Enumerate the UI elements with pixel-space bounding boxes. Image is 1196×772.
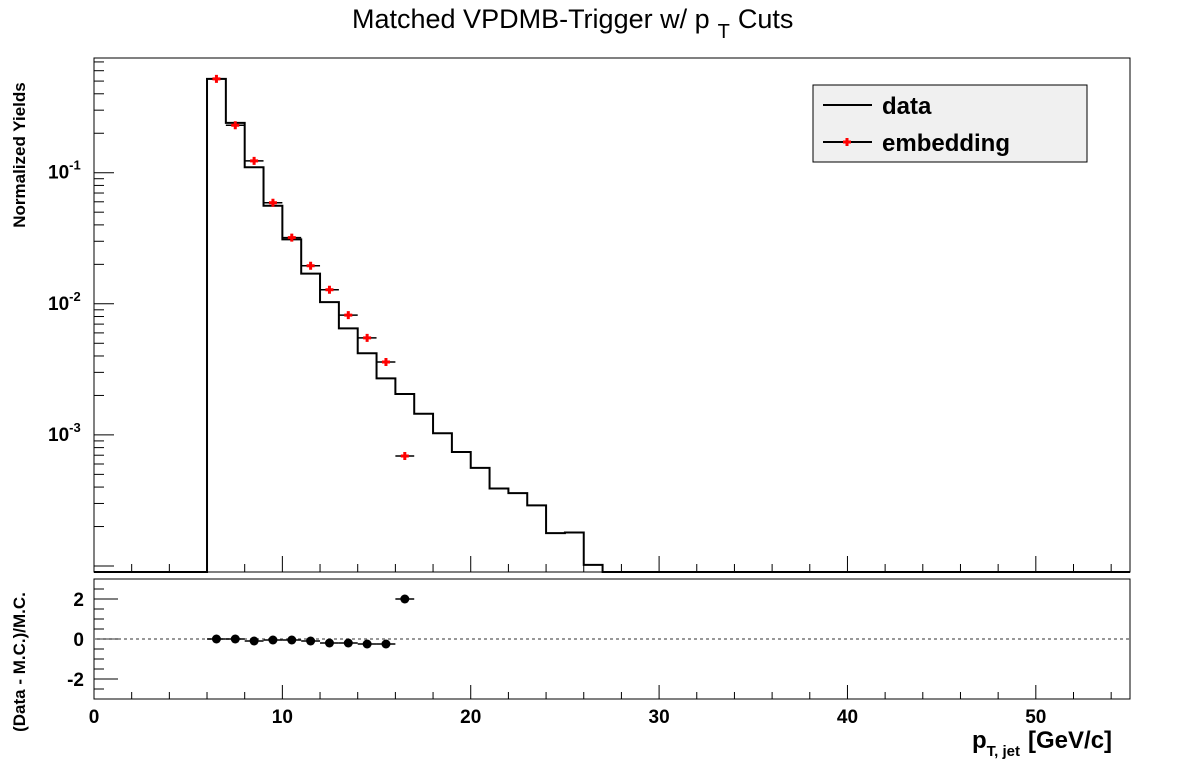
embedding-point [400,452,409,461]
embedding-point [231,121,240,130]
legend-box [812,84,1088,163]
main-y-axis-label: Normalized Yields [10,82,29,228]
ratio-point [211,634,221,644]
legend-item-embedding: embedding [882,130,1010,157]
ratio-y-tick-label: 0 [73,630,84,651]
embedding-point [325,285,334,294]
ratio-plot-series [94,594,1130,649]
legend-embedding-marker [843,138,851,146]
x-tick-label: 10 [272,707,293,728]
data-histogram [94,77,1130,573]
ratio-point [268,635,278,645]
embedding-point [287,233,296,242]
ratio-point [324,638,334,648]
embedding-point [212,74,221,83]
chart-title: Matched VPDMB-Trigger w/ p T Cuts [352,4,793,43]
x-tick-label: 50 [1025,707,1046,728]
ratio-point [362,639,372,649]
ratio-y-axis-label: (Data - M.C.)/M.C. [10,592,29,732]
main-plot-series [94,74,1130,573]
ratio-y-tick-label: 2 [73,590,84,611]
ratio-point [343,638,353,648]
embedding-point [344,311,353,320]
embedding-point [250,156,259,165]
legend: data embedding [812,84,1088,163]
ratio-point [230,634,240,644]
ratio-y-tick-label: -2 [67,670,84,691]
ratio-point [381,639,391,649]
legend-item-data: data [882,93,932,120]
ratio-point [287,635,297,645]
ratio-point [249,636,259,646]
y-tick-label: 10-1 [48,158,81,184]
x-tick-label: 30 [649,707,670,728]
embedding-point [363,333,372,342]
embedding-point [306,261,315,270]
main-y-axis-ticks: 10-1 10-2 10-3 [48,61,1112,573]
ratio-point [400,594,410,604]
embedding-point [268,198,277,207]
x-tick-label: 20 [460,707,481,728]
embedding-point [381,357,390,366]
x-axis-label: pT, jet [GeV/c] [972,727,1112,760]
x-tick-label: 40 [837,707,858,728]
y-tick-label: 10-3 [48,420,81,446]
y-tick-label: 10-2 [48,289,81,315]
x-tick-label: 0 [89,707,100,728]
ratio-point [306,636,316,646]
